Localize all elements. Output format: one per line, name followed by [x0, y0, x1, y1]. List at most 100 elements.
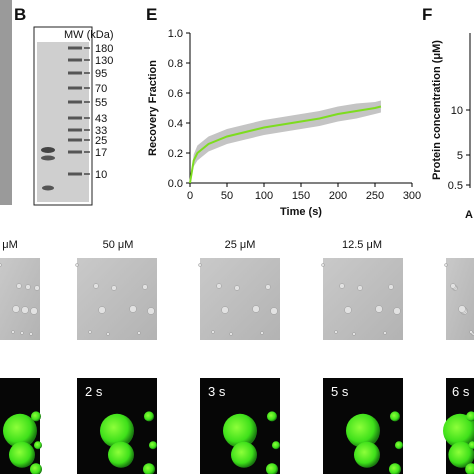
micrograph [446, 258, 474, 340]
droplet [106, 332, 110, 336]
marker-label: 55 [95, 97, 107, 109]
y-axis-title: Recovery Fraction [147, 60, 159, 156]
droplet [375, 305, 383, 313]
marker-label: 130 [95, 55, 113, 67]
droplet [198, 263, 202, 267]
y-tick-label: 0.2 [168, 148, 183, 160]
concentration-label: 25 μM [225, 239, 256, 251]
droplet [211, 330, 215, 334]
droplet [450, 283, 456, 289]
panel-label: A [465, 209, 473, 221]
x-tick-label: 150 [292, 190, 310, 202]
time-label: 5 s [331, 384, 349, 399]
droplet [216, 283, 222, 289]
marker-label: 180 [95, 43, 113, 55]
droplet [443, 413, 474, 448]
droplet [147, 307, 155, 315]
droplet [88, 330, 92, 334]
droplet [229, 332, 233, 336]
droplet [223, 413, 257, 448]
micrograph [0, 258, 40, 340]
marker-band [68, 100, 82, 104]
droplet [390, 411, 400, 422]
marker-band [68, 128, 82, 132]
droplet [9, 441, 35, 468]
droplet [266, 463, 278, 474]
tick-label: 10 [451, 105, 463, 117]
droplet [389, 463, 401, 474]
droplet [270, 307, 278, 315]
marker-band [68, 71, 82, 75]
droplet [111, 285, 117, 291]
concentration-label: 50 μM [103, 239, 134, 251]
time-label: 3 s [208, 384, 226, 399]
time-label: 6 s [452, 384, 470, 399]
line [189, 105, 382, 184]
gel-header: MW (kDa) [64, 29, 114, 41]
droplet [448, 441, 474, 468]
droplet [93, 283, 99, 289]
marker-label: 10 [95, 169, 107, 181]
gel-band [41, 155, 55, 161]
gel [37, 42, 89, 202]
droplet [129, 305, 137, 313]
gel-band [42, 185, 54, 191]
droplet [137, 331, 141, 335]
y-tick-label: 1.0 [168, 28, 183, 40]
droplet [354, 441, 380, 468]
droplet [465, 463, 474, 474]
micrograph [0, 0, 12, 205]
droplet [143, 463, 155, 474]
marker-band [68, 150, 82, 154]
y-tick-label: 0.4 [168, 118, 183, 130]
droplet [344, 306, 352, 314]
time-label: 2 s [85, 384, 103, 399]
tick-label: 5 [457, 150, 463, 162]
droplet [267, 411, 277, 422]
droplet [252, 305, 260, 313]
droplet [75, 263, 79, 267]
x-tick-label: 300 [403, 190, 421, 202]
y-tick-label: 0.0 [168, 178, 183, 190]
marker-label: 17 [95, 147, 107, 159]
droplet [265, 284, 271, 290]
concentration-label: μM [2, 239, 18, 251]
droplet [334, 330, 338, 334]
panel-label: F [422, 5, 432, 24]
droplet [98, 306, 106, 314]
gel-band [41, 147, 55, 153]
droplet [29, 332, 33, 336]
droplet [25, 284, 31, 290]
droplet [30, 307, 38, 315]
x-axis-title: Time (s) [280, 206, 322, 218]
droplet [11, 330, 15, 334]
marker-label: 33 [95, 125, 107, 137]
panel-label: B [14, 5, 26, 24]
droplet [12, 305, 20, 313]
x-tick-label: 50 [221, 190, 233, 202]
droplet [393, 307, 401, 315]
marker-band [68, 86, 82, 90]
droplet [20, 331, 24, 335]
droplet [260, 331, 264, 335]
y-tick-label: 0.8 [168, 58, 183, 70]
droplet [16, 283, 22, 289]
error-band [190, 100, 381, 183]
droplet [468, 441, 474, 450]
droplet [357, 285, 363, 291]
droplet [395, 441, 403, 450]
droplet [34, 441, 42, 450]
droplet [272, 441, 280, 450]
x-tick-label: 250 [366, 190, 384, 202]
marker-label: 95 [95, 68, 107, 80]
marker-label: 43 [95, 113, 107, 125]
droplet [321, 263, 325, 267]
marker-band [68, 116, 82, 120]
droplet [458, 305, 466, 313]
droplet [388, 284, 394, 290]
micrograph [200, 258, 280, 340]
droplet [30, 463, 42, 474]
droplet [383, 331, 387, 335]
marker-label: 70 [95, 83, 107, 95]
